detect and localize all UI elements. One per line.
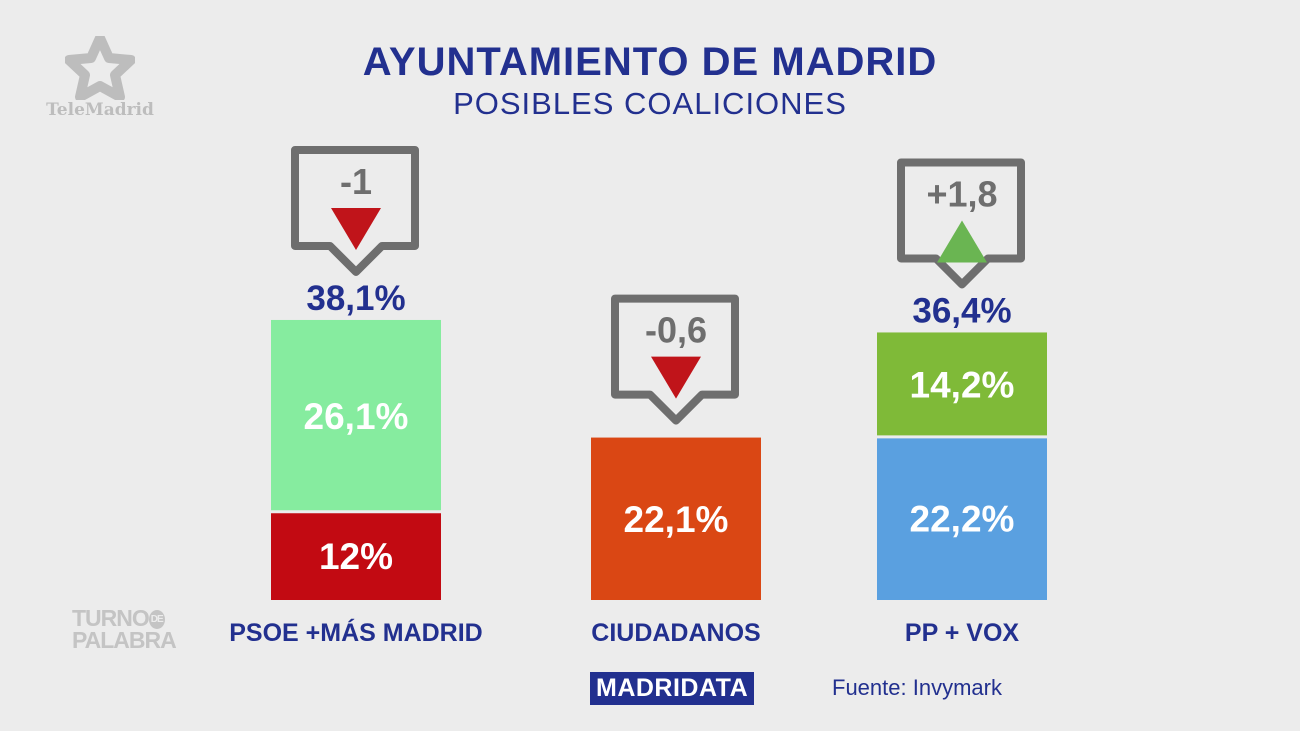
telemadrid-logo-text: TeleMadrid — [46, 100, 154, 120]
segment-value-label: 14,2% — [910, 365, 1015, 406]
category-label: PSOE +MÁS MADRID — [229, 618, 483, 647]
madridata-badge: MADRIDATA — [590, 672, 755, 705]
bar-segment — [271, 319, 441, 512]
arrow-up-icon — [937, 220, 987, 263]
change-value-label: -1 — [340, 161, 372, 202]
turno-de-palabra-logo: TURNO DE PALABRA — [72, 605, 177, 654]
category-label: PP + VOX — [905, 619, 1020, 647]
chart-title: AYUNTAMIENTO DE MADRID — [362, 40, 938, 84]
telemadrid-logo: TeleMadrid — [40, 36, 160, 120]
change-value-label: +1,8 — [926, 173, 997, 214]
category-label: CIUDADANOS — [591, 619, 760, 647]
bar-segment — [591, 437, 761, 600]
arrow-down-icon — [651, 356, 701, 399]
segment-value-label: 22,1% — [624, 499, 729, 540]
bar-segment — [877, 332, 1047, 437]
arrow-down-icon — [331, 207, 381, 250]
chart-subtitle: POSIBLES COALICIONES — [453, 86, 847, 121]
bar-segment — [877, 436, 1047, 600]
total-value-label: 38,1% — [306, 279, 405, 318]
turno-logo-text: TURNO — [72, 605, 150, 631]
segment-value-label: 22,2% — [910, 498, 1015, 539]
segment-value-label: 12% — [319, 536, 393, 577]
total-value-label: 36,4% — [912, 291, 1011, 330]
bar-segment — [271, 511, 441, 600]
de-logo-text: DE — [148, 610, 165, 630]
source-text: Fuente: Invymark — [832, 675, 1002, 700]
palabra-logo-text: PALABRA — [72, 627, 177, 654]
segment-value-label: 26,1% — [304, 396, 409, 437]
star-icon — [65, 36, 135, 100]
change-value-label: -0,6 — [645, 310, 707, 351]
